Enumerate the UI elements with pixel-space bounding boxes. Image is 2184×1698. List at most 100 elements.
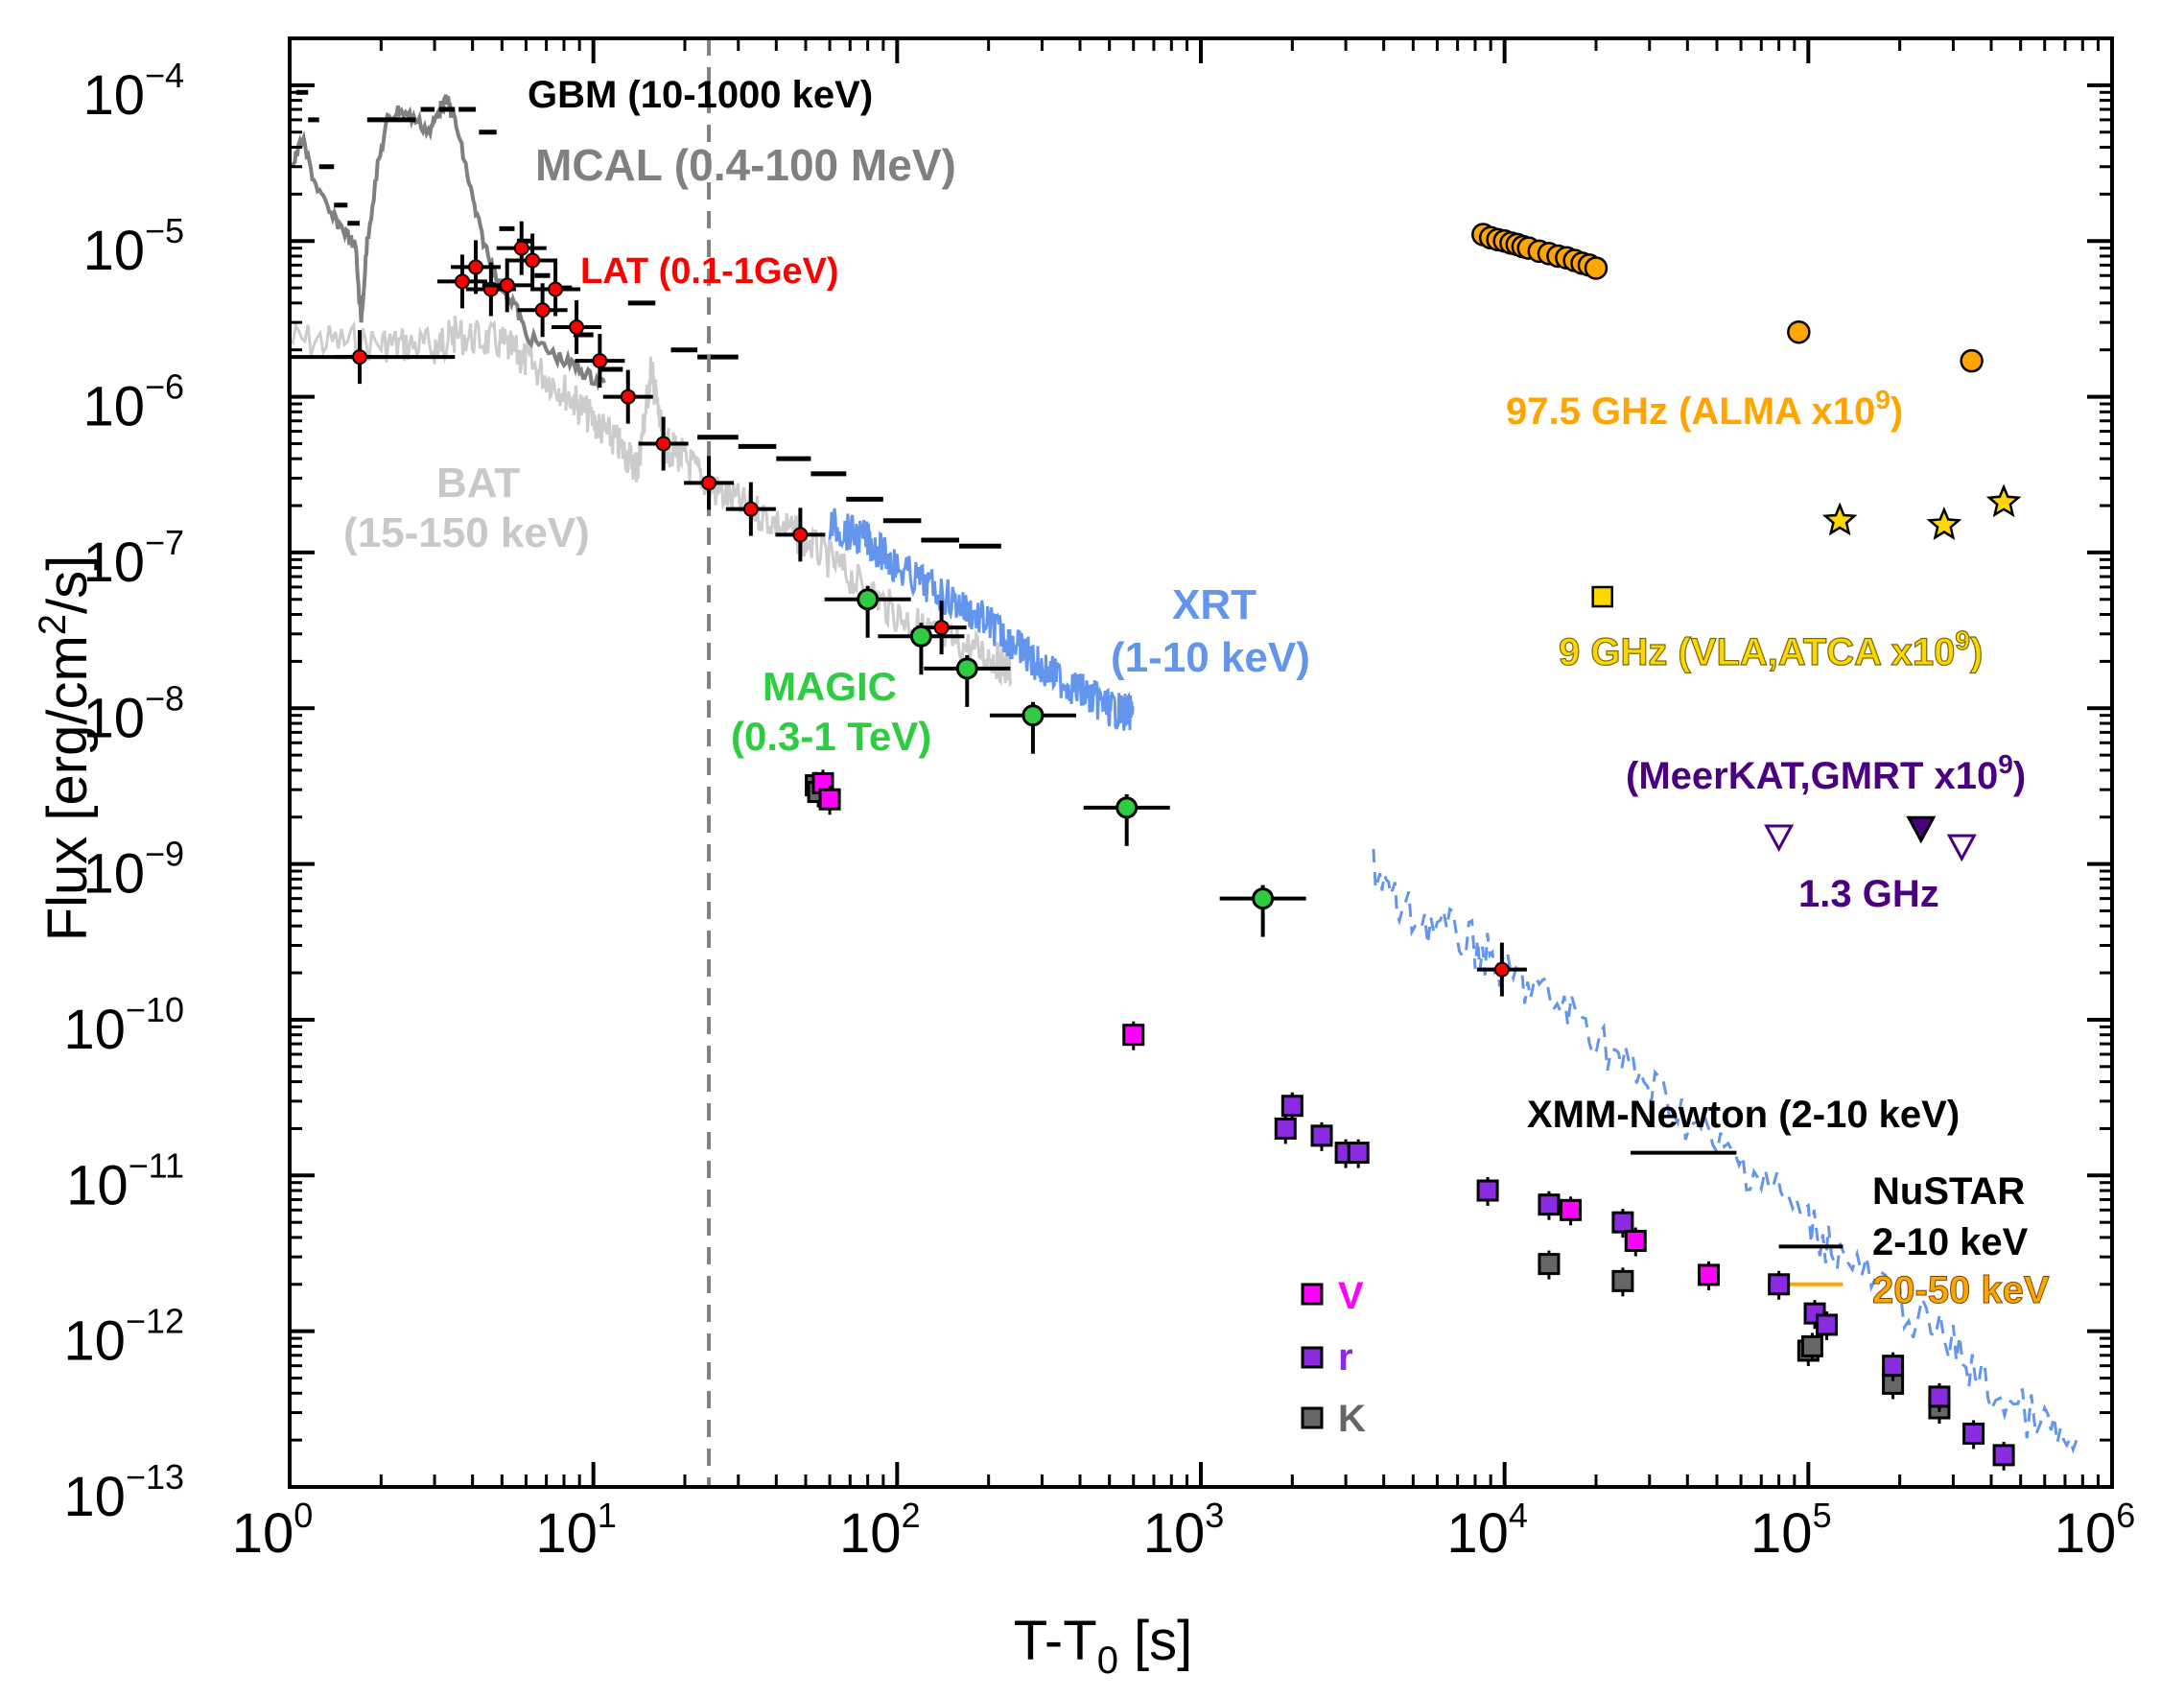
x-tick-label: 101 (535, 1496, 617, 1565)
y-tick-label: 10−13 (63, 1457, 184, 1528)
bat-line (288, 316, 1013, 688)
nustar-label-3: 20-50 keV (1872, 1269, 2050, 1311)
k-band-point (1611, 1269, 1634, 1292)
xrt-line (828, 507, 1135, 731)
atca-star-point (1985, 483, 2022, 518)
x-tick-label: 104 (1446, 1496, 1528, 1565)
x-tick-label: 103 (1143, 1496, 1225, 1565)
x-tick-label: 102 (839, 1496, 921, 1565)
x-tick-label: 106 (2055, 1496, 2136, 1565)
legend-k-label: K (1338, 1398, 1366, 1440)
nustar-label-1: NuSTAR (1872, 1170, 2025, 1213)
magic-point (1252, 887, 1275, 910)
magic-point (1115, 796, 1139, 819)
lat-point (525, 252, 541, 269)
lat-point (933, 620, 950, 636)
alma-point (1584, 256, 1609, 280)
lat-point (351, 349, 367, 366)
lat-point (454, 273, 470, 290)
x-tick-label: 100 (232, 1496, 314, 1565)
y-tick-label: 10−4 (82, 56, 184, 127)
y-tick-label: 10−5 (82, 211, 184, 282)
vla-square-point (1591, 585, 1613, 608)
r-band-point (1816, 1313, 1839, 1336)
gbm-points (295, 89, 1001, 549)
gmrt-point (1906, 815, 1937, 844)
magic-point (857, 588, 880, 611)
r-band-point (1962, 1422, 1985, 1445)
vla-label: 9 GHz (VLA,ATCA x109) (1559, 625, 1983, 673)
xrt-label-2: (1-10 keV) (1111, 634, 1310, 681)
r-band-point (1992, 1444, 2015, 1467)
axis-ticks: 100 101 102 103 104 105 106 10−4 10−5 10−6 10−7 10−… (63, 38, 2135, 1565)
gbm-label: GBM (10-1000 keV) (528, 74, 873, 116)
lat-point (1493, 961, 1510, 978)
y-tick-label: 10−7 (82, 523, 184, 594)
meerkat-label: (MeerKAT,GMRT x109) (1626, 749, 2026, 797)
bat-label-1: BAT (436, 460, 520, 507)
r-band-point (1611, 1211, 1634, 1234)
magic-label-2: (0.3-1 TeV) (731, 714, 931, 759)
r-band-point (1928, 1385, 1951, 1408)
v-band-point (1560, 1198, 1583, 1221)
v-band-point (1122, 1024, 1145, 1047)
y-tick-label: 10−8 (82, 678, 184, 749)
lat-point (499, 277, 515, 294)
legend-k-marker (1301, 1406, 1324, 1429)
meerkat-upper-limit (1764, 824, 1795, 853)
magic-point (1022, 704, 1045, 727)
y-tick-label: 10−10 (63, 990, 184, 1061)
legend-v-label: V (1338, 1275, 1364, 1317)
mcal-line (290, 94, 606, 391)
alma-point (1787, 319, 1811, 344)
meerkat-upper-limit (1946, 834, 1977, 862)
nustar-label-2: 2-10 keV (1872, 1221, 2029, 1263)
k-band-point (1538, 1253, 1561, 1276)
mcal-label: MCAL (0.4-100 MeV) (535, 140, 956, 190)
lat-point (655, 436, 671, 452)
lat-point (792, 527, 809, 543)
lat-point (592, 353, 608, 369)
r-band-point (1274, 1117, 1297, 1140)
magic-point (955, 657, 978, 680)
xrt-curve (828, 507, 2081, 1454)
y-tick-label: 10−6 (82, 367, 184, 438)
data-points (290, 221, 2022, 1471)
lat-point (569, 318, 585, 335)
magic-label-1: MAGIC (763, 664, 897, 709)
mcal-curve (290, 94, 606, 391)
r-band-point (1882, 1355, 1905, 1378)
y-tick-label: 10−9 (82, 835, 184, 906)
lat-point (468, 259, 484, 275)
y-axis-title: Flux [erg/cm2/s] (32, 555, 99, 942)
lat-point (620, 389, 636, 405)
y-tick-label: 10−11 (66, 1145, 184, 1216)
bat-label-2: (15-150 keV) (343, 509, 590, 556)
lat-point (701, 475, 717, 491)
alma-label: 97.5 GHz (ALMA x109) (1506, 385, 1903, 433)
lat-point (742, 501, 759, 517)
lat-point (513, 240, 529, 256)
v-band-point (818, 788, 841, 811)
r-band-point (1280, 1095, 1303, 1118)
y-tick-label: 10−12 (63, 1302, 184, 1373)
v-band-point (1624, 1230, 1647, 1253)
lat-label: LAT (0.1-1GeV) (580, 251, 839, 292)
lat-point (534, 302, 551, 318)
alma-point (1960, 348, 1984, 373)
magic-point (909, 625, 932, 648)
r-band-point (1310, 1124, 1333, 1147)
lat-point (548, 281, 564, 297)
xrt-late-line (1372, 848, 2081, 1454)
k-band-point (1800, 1334, 1823, 1357)
r-band-point (1347, 1142, 1370, 1165)
r-band-point (1538, 1193, 1561, 1216)
r-band-point (1476, 1179, 1499, 1202)
xmm-label: XMM-Newton (2-10 keV) (1527, 1094, 1960, 1136)
bat-curve (288, 316, 1013, 688)
ghz13-label: 1.3 GHz (1798, 873, 1939, 915)
legend-v-marker (1301, 1283, 1324, 1306)
atca-star-point (1821, 502, 1858, 536)
v-band-point (1697, 1263, 1720, 1286)
